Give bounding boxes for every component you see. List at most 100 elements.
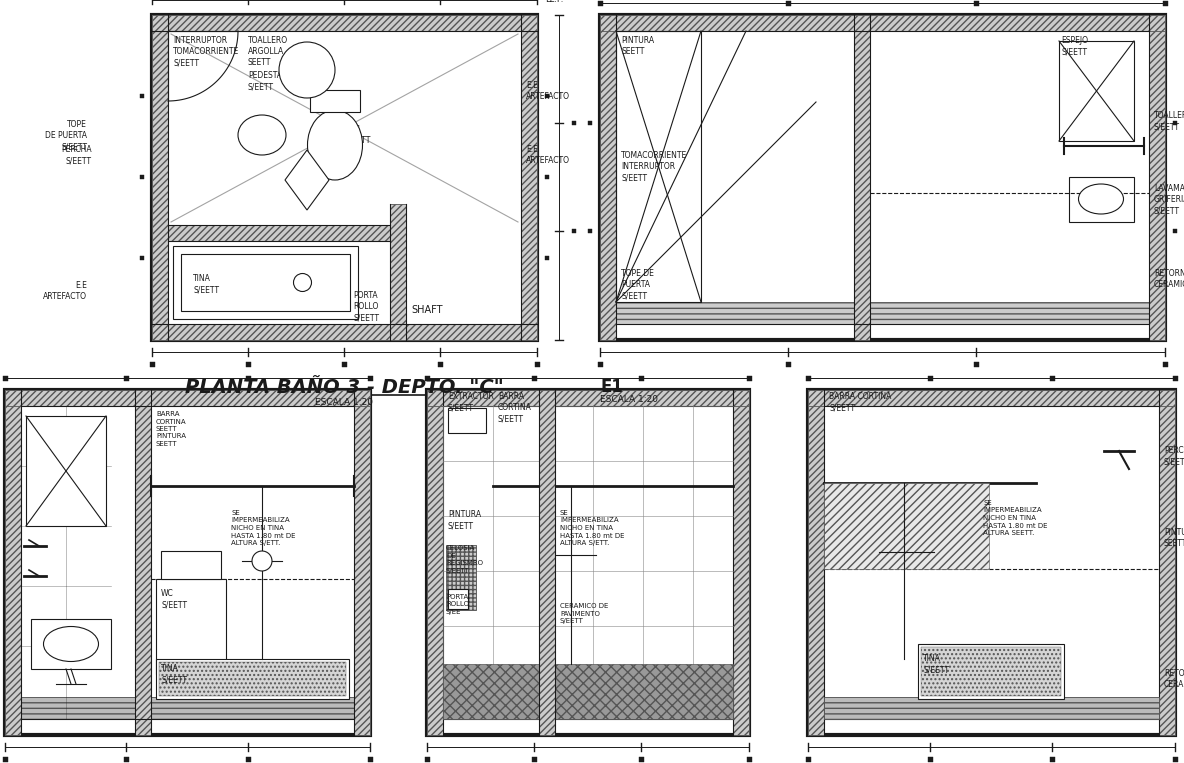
Text: ESCALA 1:20: ESCALA 1:20 — [600, 395, 658, 404]
Bar — [1163, 1, 1167, 5]
Bar — [1148, 15, 1165, 340]
Text: E.E
ARTEFACTO: E.E ARTEFACTO — [526, 145, 570, 165]
Bar — [245, 375, 251, 381]
Bar — [2, 756, 7, 761]
Bar — [1069, 177, 1134, 222]
Bar — [446, 545, 476, 610]
Bar — [532, 756, 536, 761]
Bar — [5, 390, 369, 735]
Bar — [921, 647, 1061, 696]
Text: TINA
S/EETT: TINA S/EETT — [193, 274, 219, 294]
Text: CERAMICO DE
PAVIMENTO
S/EETT: CERAMICO DE PAVIMENTO S/EETT — [560, 603, 609, 624]
Bar — [1172, 375, 1178, 381]
Text: TINA
S/EETT: TINA S/EETT — [161, 664, 187, 684]
Bar — [152, 15, 538, 31]
Bar — [1058, 41, 1134, 141]
Text: BARRA
CORTINA
S/EETT: BARRA CORTINA S/EETT — [498, 392, 532, 423]
Ellipse shape — [238, 115, 287, 155]
Bar — [824, 697, 1159, 719]
Text: CELOSIA
DE
REGISMRO
S/EETT: CELOSIA DE REGISMRO S/EETT — [446, 545, 483, 574]
Bar — [973, 1, 978, 5]
Bar — [854, 15, 870, 340]
Bar — [600, 15, 616, 340]
Circle shape — [279, 42, 335, 98]
Text: LL.P.: LL.P. — [545, 0, 564, 5]
Text: SE
IMPERMEABILIZA
NICHO EN TINA
HASTA 1.80 mt DE
ALTURA S/ETT.: SE IMPERMEABILIZA NICHO EN TINA HASTA 1.… — [231, 510, 296, 546]
Bar — [746, 375, 752, 381]
Text: INTERRUPTOR
TOMACORRIENTE
S/EETT: INTERRUPTOR TOMACORRIENTE S/EETT — [173, 36, 239, 67]
Bar — [310, 90, 360, 112]
Text: ESPEJO
S/EETT: ESPEJO S/EETT — [1061, 36, 1088, 56]
Bar — [443, 664, 733, 719]
Text: RETORNO
CERAMICA: RETORNO CERAMICA — [1164, 669, 1184, 689]
Bar — [168, 225, 390, 241]
Bar — [156, 579, 226, 674]
Bar — [807, 390, 824, 735]
Bar — [1049, 375, 1055, 381]
Bar — [1159, 390, 1175, 735]
Bar — [367, 756, 373, 761]
Bar — [587, 121, 592, 125]
Bar — [807, 390, 1175, 406]
Text: WC
S/EETT: WC S/EETT — [161, 589, 187, 609]
Bar — [1172, 121, 1177, 125]
Bar — [140, 94, 144, 98]
Bar — [5, 390, 21, 735]
Bar — [367, 375, 373, 381]
Bar — [521, 15, 538, 340]
Bar — [927, 756, 933, 761]
Bar — [598, 362, 603, 366]
Bar — [587, 229, 592, 233]
Bar — [448, 408, 485, 433]
Bar — [156, 659, 349, 699]
Text: TOALLERO
ARGOLLA
SEETT: TOALLERO ARGOLLA SEETT — [247, 36, 288, 67]
Bar — [616, 302, 1148, 324]
Bar — [123, 375, 129, 381]
Bar — [173, 246, 358, 319]
Bar — [341, 362, 347, 366]
Bar — [638, 756, 643, 761]
Bar — [616, 31, 701, 302]
Bar — [448, 589, 468, 609]
Text: BARRA CORTINA
S/EETT: BARRA CORTINA S/EETT — [829, 392, 892, 412]
Ellipse shape — [44, 626, 98, 662]
Text: PORTA
ROLLO
S/EETT: PORTA ROLLO S/EETT — [353, 291, 379, 322]
Bar — [805, 375, 811, 381]
Bar — [545, 175, 549, 179]
Bar — [390, 204, 406, 340]
Text: LAVAMANOS
GRIFERIA
S/EETT: LAVAMANOS GRIFERIA S/EETT — [1154, 184, 1184, 215]
Text: E.E
ARTEFACTO: E.E ARTEFACTO — [43, 281, 86, 301]
Text: E1: E1 — [600, 378, 623, 396]
Bar — [545, 256, 549, 260]
Bar — [438, 362, 443, 366]
Text: SHAFT: SHAFT — [411, 305, 443, 315]
Bar — [425, 375, 430, 381]
Text: TOPE DE
PUERTA
S/EETT: TOPE DE PUERTA S/EETT — [620, 269, 654, 300]
Bar — [572, 121, 577, 125]
Bar — [152, 15, 168, 340]
Bar — [425, 756, 430, 761]
Bar — [545, 94, 549, 98]
Bar — [152, 324, 538, 340]
Bar — [427, 390, 443, 735]
Bar — [21, 697, 354, 719]
Bar — [824, 483, 989, 569]
Bar — [785, 1, 791, 5]
Text: PORTA
ROLLO
S/EE: PORTA ROLLO S/EE — [446, 594, 469, 615]
Bar — [123, 756, 129, 761]
Polygon shape — [285, 150, 329, 210]
Circle shape — [294, 273, 311, 291]
Text: PEDESTAL
S/EETT: PEDESTAL S/EETT — [247, 71, 287, 91]
Text: PINTURA
S/EETT: PINTURA S/EETT — [448, 510, 481, 530]
Bar — [534, 362, 540, 366]
Bar — [152, 15, 538, 340]
Bar — [807, 390, 1175, 735]
Text: SE
IMPERMEABILIZA
NICHO EN TINA
HASTA 1.80 mt DE
ALTURA S/ETT.: SE IMPERMEABILIZA NICHO EN TINA HASTA 1.… — [560, 510, 624, 546]
Circle shape — [252, 551, 272, 571]
Bar — [600, 15, 1165, 31]
Bar — [805, 756, 811, 761]
Text: PINTURA
SEETT: PINTURA SEETT — [1164, 528, 1184, 548]
Bar — [140, 256, 144, 260]
Bar — [1049, 756, 1055, 761]
Bar — [1172, 229, 1177, 233]
